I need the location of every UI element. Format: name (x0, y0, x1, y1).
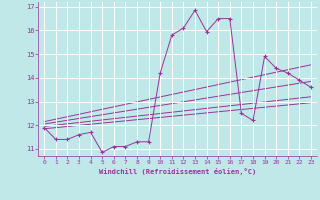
X-axis label: Windchill (Refroidissement éolien,°C): Windchill (Refroidissement éolien,°C) (99, 168, 256, 175)
